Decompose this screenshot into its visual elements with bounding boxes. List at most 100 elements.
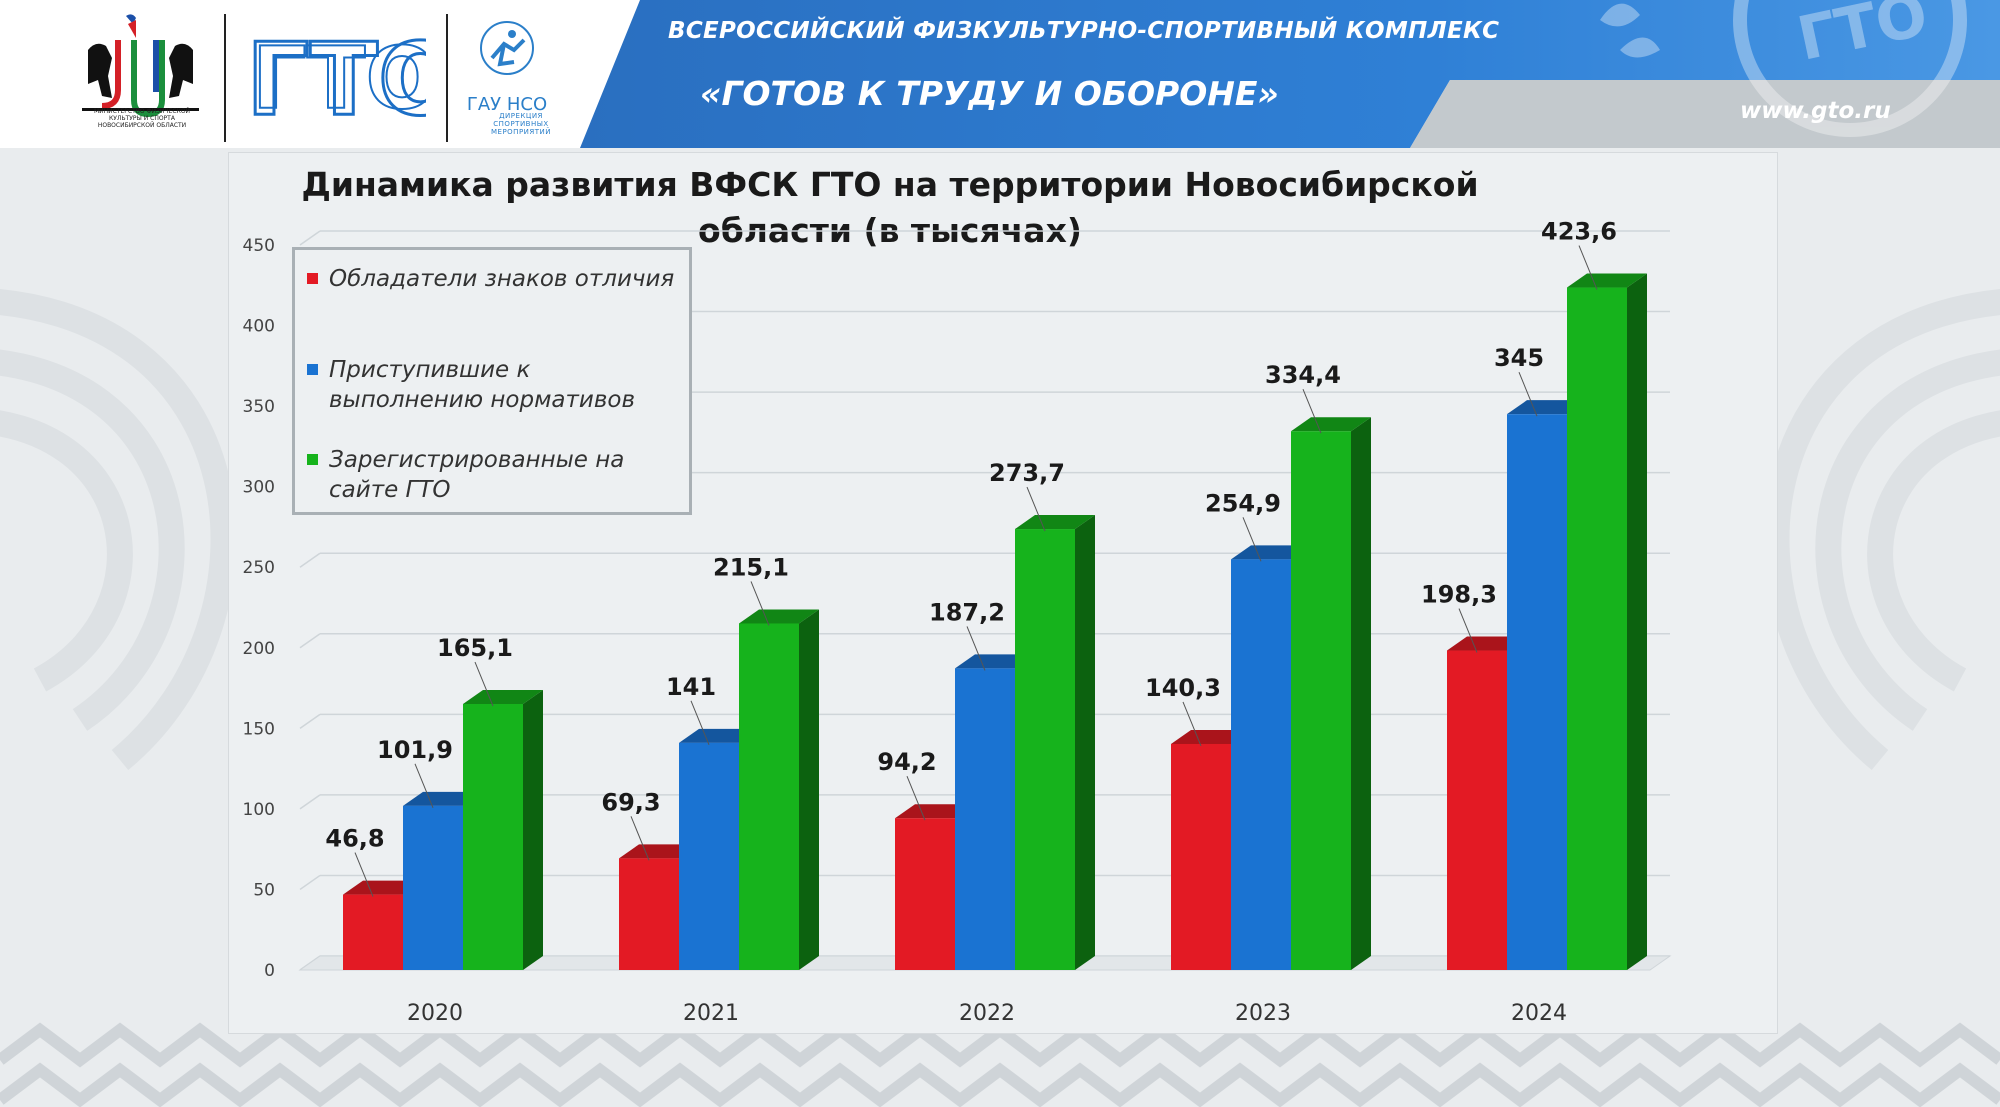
y-tick-label: 50 xyxy=(253,880,275,900)
bar xyxy=(403,805,463,970)
gto-logo-text: ГТО xyxy=(246,28,426,128)
bar xyxy=(895,818,955,970)
bar xyxy=(1447,650,1507,970)
data-label: 254,9 xyxy=(1205,489,1281,517)
y-tick-label: 350 xyxy=(243,397,275,417)
data-label: 46,8 xyxy=(325,825,384,853)
data-label: 215,1 xyxy=(713,553,789,581)
bar xyxy=(1015,529,1075,970)
bar xyxy=(739,623,799,970)
bar xyxy=(679,742,739,970)
legend-label: Приступившие к выполнению нормативов xyxy=(329,357,636,413)
bar-side xyxy=(1627,273,1647,970)
chart-title: Динамика развития ВФСК ГТО на территории… xyxy=(301,165,1479,250)
header-url: www.gto.ru xyxy=(1740,98,1891,124)
gridline xyxy=(299,794,321,810)
data-label: 187,2 xyxy=(929,598,1005,626)
data-label: 423,6 xyxy=(1541,218,1617,246)
bar xyxy=(1231,559,1291,970)
bar-top xyxy=(1291,417,1371,432)
label-leader-line xyxy=(630,816,650,861)
legend-swatch xyxy=(307,273,318,284)
x-tick-label: 2022 xyxy=(959,1001,1015,1026)
bar xyxy=(955,668,1015,970)
header-divider xyxy=(224,14,226,142)
x-tick-label: 2020 xyxy=(407,1001,463,1026)
y-tick-label: 200 xyxy=(243,639,275,659)
gto-logo-text-inner: ГТО xyxy=(252,29,426,128)
data-label: 273,7 xyxy=(989,459,1065,487)
gridline xyxy=(299,230,321,246)
bar xyxy=(1567,287,1627,970)
bar-side xyxy=(1075,515,1095,970)
label-leader-line xyxy=(414,763,434,809)
label-leader-line xyxy=(750,581,770,626)
label-leader-line xyxy=(1242,517,1262,562)
legend-label: Зарегистрированные на сайте ГТО xyxy=(329,447,625,503)
data-label: 69,3 xyxy=(601,788,660,816)
label-leader-line xyxy=(1518,371,1538,417)
y-tick-label: 250 xyxy=(243,558,275,578)
label-leader-line xyxy=(474,661,494,707)
gridline xyxy=(299,713,321,729)
gaunso-caption: ДИРЕКЦИЯ СПОРТИВНЫХ МЕРОПРИЯТИЙ xyxy=(490,112,552,136)
label-leader-line xyxy=(1302,389,1322,434)
y-tick-label: 0 xyxy=(264,961,275,981)
gto-emblem-watermark: ГТО xyxy=(1600,0,1967,137)
ministry-coat-of-arms-icon xyxy=(82,14,199,118)
label-leader-line xyxy=(1026,486,1046,532)
label-leader-line xyxy=(966,626,986,671)
data-label: 94,2 xyxy=(877,748,936,776)
gridline xyxy=(299,874,321,891)
data-label: 140,3 xyxy=(1145,674,1221,702)
ministry-caption: МИНИСТЕРСТВО ФИЗИЧЕСКОЙ КУЛЬТУРЫ И СПОРТ… xyxy=(93,108,191,129)
x-tick-label: 2024 xyxy=(1511,1001,1567,1026)
x-tick-label: 2023 xyxy=(1235,1001,1291,1026)
header-band: ГТО xyxy=(580,0,2000,148)
header-title-line2: «ГОТОВ К ТРУДУ И ОБОРОНЕ» xyxy=(700,74,1279,113)
legend-swatch xyxy=(307,454,318,465)
legend-swatch xyxy=(307,364,318,375)
gridline xyxy=(299,552,321,568)
bar xyxy=(343,894,403,970)
gridline xyxy=(299,633,321,649)
gaunso-logo-text: ГАУ НСО xyxy=(467,94,547,115)
bar-top xyxy=(463,690,543,705)
label-leader-line xyxy=(1458,608,1478,653)
gaunso-runner-logo-icon: ГАУ НСО xyxy=(467,21,547,115)
label-leader-line xyxy=(1578,245,1598,290)
bar-side xyxy=(799,609,819,970)
bar-top xyxy=(739,609,819,624)
y-tick-label: 450 xyxy=(243,236,275,256)
data-label: 334,4 xyxy=(1265,361,1341,389)
y-tick-label: 150 xyxy=(243,719,275,739)
bar-top xyxy=(1567,273,1647,288)
label-leader-line xyxy=(690,700,710,746)
bar xyxy=(1291,431,1351,970)
legend-label: Обладатели знаков отличия xyxy=(329,266,675,292)
y-tick-label: 300 xyxy=(243,478,275,498)
y-tick-label: 400 xyxy=(243,317,275,337)
gto-logo-icon: ГТО ГТО xyxy=(246,28,426,128)
chart-legend: Обладатели знаков отличия Приступившие к… xyxy=(292,247,692,515)
x-tick-label: 2021 xyxy=(683,1001,739,1026)
bar-top xyxy=(1015,515,1095,530)
data-label: 345 xyxy=(1494,344,1544,372)
bar-side xyxy=(523,690,543,970)
header-divider xyxy=(446,14,448,142)
bar xyxy=(463,704,523,970)
data-label: 141 xyxy=(666,673,716,701)
data-label: 198,3 xyxy=(1421,581,1497,609)
bar xyxy=(1171,743,1231,970)
label-leader-line xyxy=(1182,701,1202,747)
bar-side xyxy=(1351,417,1371,970)
data-label: 165,1 xyxy=(437,634,513,662)
header-title-line1: ВСЕРОССИЙСКИЙ ФИЗКУЛЬТУРНО-СПОРТИВНЫЙ КО… xyxy=(668,18,1500,44)
label-leader-line xyxy=(906,776,926,821)
label-leader-line xyxy=(354,852,374,897)
data-label: 101,9 xyxy=(377,736,453,764)
bar xyxy=(1507,414,1567,971)
bar xyxy=(619,858,679,970)
y-tick-label: 100 xyxy=(243,800,275,820)
